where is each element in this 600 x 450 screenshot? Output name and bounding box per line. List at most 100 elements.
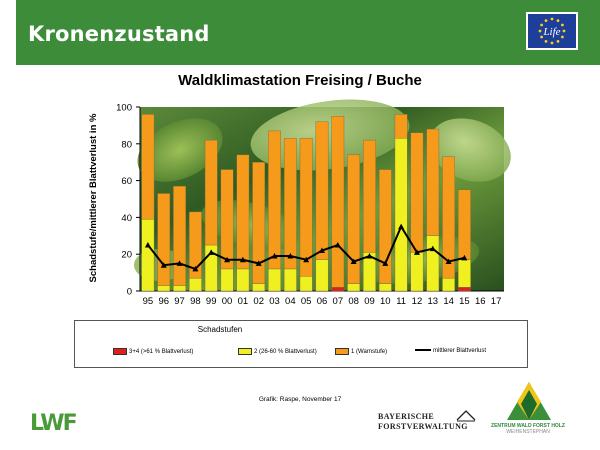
x-tick-label: 04 [285,296,296,307]
y-axis-label: Schadstufe/mittlerer Blattverlust in % [88,113,99,282]
slide-header: Kronenzustand Life [0,0,600,65]
bar-12-s1 [410,252,424,292]
eu-star-icon [561,23,564,27]
legend-swatch-yellow [238,348,252,355]
bar-03-s1 [268,268,281,292]
x-tick-label: 13 [427,296,438,307]
lwf-logo-icon: LWF [30,411,76,434]
mean-point [366,253,373,259]
bar-14-s1 [442,277,455,292]
mean-point [334,242,341,248]
bar-08-s2 [347,154,361,284]
legend: Schadstufen 3+4 (>61 % Blattverlust) 2 (… [74,320,528,368]
bar-07-s0 [331,287,345,292]
bar-03-s2 [268,130,281,270]
bar-06-s1 [315,259,329,292]
x-tick-label: 16 [475,296,486,307]
eu-star-icon [561,35,564,39]
mean-point [303,256,310,263]
bar-11-s1 [394,138,408,292]
bar-06-s2 [315,121,329,260]
x-tick-label: 96 [158,296,169,307]
bar-13-s1 [426,235,440,292]
y-tick-label: 100 [116,103,132,114]
bar-09-s2 [363,139,376,253]
mean-point [271,253,278,259]
legend-swatch-red [113,348,127,355]
slide-title: Kronenzustand [28,22,210,46]
x-tick-label: 07 [333,296,344,307]
eu-star-icon [538,29,542,33]
mean-point [382,260,389,266]
x-tick-label: 08 [348,296,359,307]
mean-point [255,260,262,266]
eu-star-icon [544,40,548,43]
eu-star-icon [540,35,543,39]
header-bar [16,0,600,65]
mean-point [413,249,420,255]
x-tick-label: 98 [190,296,201,307]
x-tick-label: 11 [396,296,406,307]
x-tick-label: 15 [459,296,470,307]
legend-item-3-4: 3+4 (>61 % Blattverlust) [113,348,193,355]
mean-point [398,223,405,230]
x-tick-label: 01 [238,296,249,307]
bar-00-s2 [220,169,234,270]
x-tick-label: 06 [317,296,328,307]
bar-15-s1 [458,259,471,288]
x-axis-labels: 95 96 97 98 99 00 01 02 03 04 05 06 07 08 09 10 11 12 13 14… [143,296,502,307]
mean-point [176,260,183,266]
legend-item-2: 2 (26-60 % Blattverlust) [238,348,317,355]
x-tick-label: 97 [174,296,185,307]
mean-point [208,249,215,255]
bar-02-s1 [252,283,266,292]
bar-04-s1 [283,268,297,292]
mean-point [287,253,294,259]
legend-line-icon [415,349,431,352]
x-tick-label: 17 [491,296,502,307]
bar-98-s2 [189,211,202,279]
bar-13-s2 [426,128,440,237]
mean-point [160,262,167,268]
y-tick-label: 40 [121,213,132,224]
eu-star-icon [556,19,560,22]
bar-95-s2 [141,114,155,220]
svg-text:LWF: LWF [30,411,76,434]
x-tick-label: 05 [301,296,312,307]
bar-00-s1 [220,268,234,292]
eu-life-label: Life [542,26,560,38]
bar-08-s1 [347,283,361,292]
bar-96-s2 [157,193,171,286]
mean-point [445,258,452,265]
eu-star-icon [550,17,554,21]
mean-point [429,245,436,252]
bar-12-s2 [410,132,424,253]
bar-99-s2 [204,139,218,246]
bar-04-s2 [283,138,297,270]
x-tick-label: 99 [206,296,217,307]
mean-point [239,256,246,263]
y-tick-label: 80 [121,139,132,150]
bar-15-s2 [458,189,471,260]
source-note: Grafik: Raspe, November 17 [258,396,342,403]
x-tick-label: 03 [269,296,280,307]
eu-star-icon [556,40,560,43]
legend-item-mean: mittlerer Blattverlust [415,348,486,354]
mean-point [144,242,151,248]
x-tick-label: 12 [412,296,423,307]
bar-14-s2 [442,156,455,279]
legend-title: Schadstufen [197,325,243,334]
bar-98-s1 [189,277,202,292]
mean-point [319,247,325,254]
eu-star-icon [562,29,566,33]
bar-15-s0 [458,287,471,292]
bar-01-s1 [236,268,250,292]
legend-item-1: 1 (Warnstufe) [335,348,387,355]
bar-97-s2 [173,185,186,286]
bar-95-s1 [141,219,155,292]
y-tick-label: 20 [121,250,132,261]
eu-life-logo-icon: Life [526,12,578,50]
mean-line-series [144,223,468,272]
eu-star-icon [550,41,554,45]
bar-96-s1 [157,285,171,292]
